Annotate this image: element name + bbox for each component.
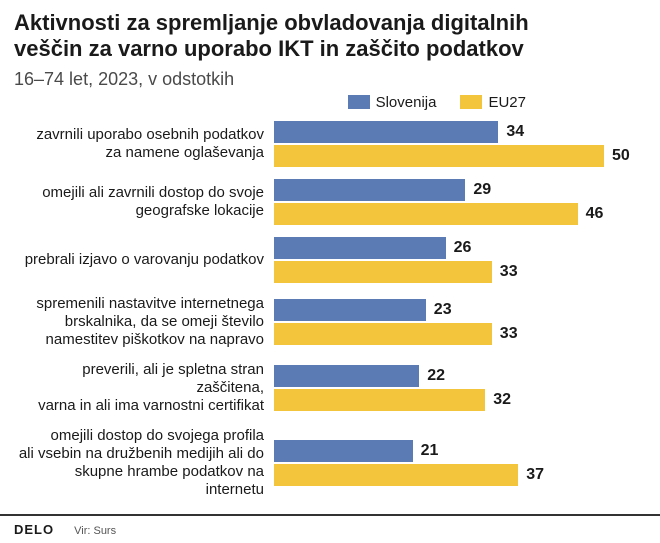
legend-label-slovenija: Slovenija xyxy=(376,94,437,111)
bar-value-eu27: 33 xyxy=(500,325,518,343)
chart-container: Aktivnosti za spremljanje obvladovanja d… xyxy=(0,0,660,499)
legend-swatch-slovenija xyxy=(348,95,370,109)
bar-value-eu27: 32 xyxy=(493,391,511,409)
bar-slovenija xyxy=(274,299,426,321)
chart-row: zavrnili uporabo osebnih podatkovza name… xyxy=(14,121,646,167)
legend-label-eu27: EU27 xyxy=(488,94,526,111)
bar-eu27 xyxy=(274,145,604,167)
bar-value-slovenija: 29 xyxy=(473,181,491,199)
bar-group: 26 33 xyxy=(274,237,646,283)
bar-value-slovenija: 22 xyxy=(427,367,445,385)
bar-value-eu27: 46 xyxy=(586,205,604,223)
bar-slovenija xyxy=(274,121,498,143)
bar-group: 22 32 xyxy=(274,365,646,411)
row-label: zavrnili uporabo osebnih podatkovza name… xyxy=(14,126,274,162)
bar-value-slovenija: 34 xyxy=(506,123,524,141)
row-label: omejili dostop do svojega profilaali vse… xyxy=(14,427,274,499)
row-label: prebrali izjavo o varovanju podatkov xyxy=(14,251,274,269)
bar-group: 29 46 xyxy=(274,179,646,225)
chart-row: spremenili nastavitve internetnegabrskal… xyxy=(14,295,646,349)
bar-eu27 xyxy=(274,323,492,345)
bar-group: 21 37 xyxy=(274,440,646,486)
legend-swatch-eu27 xyxy=(460,95,482,109)
bar-wrap-slovenija: 22 xyxy=(274,365,646,387)
row-label: omejili ali zavrnili dostop do svojegeog… xyxy=(14,184,274,220)
bar-wrap-eu27: 32 xyxy=(274,389,646,411)
bar-slovenija xyxy=(274,237,446,259)
bar-wrap-slovenija: 21 xyxy=(274,440,646,462)
bar-wrap-slovenija: 34 xyxy=(274,121,646,143)
bar-slovenija xyxy=(274,440,413,462)
bar-eu27 xyxy=(274,261,492,283)
bar-value-slovenija: 21 xyxy=(421,442,439,460)
bar-slovenija xyxy=(274,365,419,387)
bar-group: 23 33 xyxy=(274,299,646,345)
bar-wrap-eu27: 33 xyxy=(274,323,646,345)
chart-subtitle: 16–74 let, 2023, v odstotkih xyxy=(14,69,646,90)
bar-wrap-slovenija: 26 xyxy=(274,237,646,259)
row-label: spremenili nastavitve internetnegabrskal… xyxy=(14,295,274,349)
bar-group: 34 50 xyxy=(274,121,646,167)
legend: Slovenija EU27 xyxy=(14,94,646,111)
bar-eu27 xyxy=(274,389,485,411)
bar-value-slovenija: 26 xyxy=(454,239,472,257)
bar-eu27 xyxy=(274,464,518,486)
footer: DELO Vir: Surs xyxy=(0,514,660,543)
bar-value-eu27: 33 xyxy=(500,263,518,281)
bar-wrap-eu27: 33 xyxy=(274,261,646,283)
title-line1: Aktivnosti za spremljanje obvladovanja d… xyxy=(14,10,529,35)
bar-wrap-eu27: 46 xyxy=(274,203,646,225)
bar-chart: zavrnili uporabo osebnih podatkovza name… xyxy=(14,121,646,499)
chart-title: Aktivnosti za spremljanje obvladovanja d… xyxy=(14,10,646,63)
bar-value-eu27: 50 xyxy=(612,147,630,165)
chart-row: omejili ali zavrnili dostop do svojegeog… xyxy=(14,179,646,225)
legend-item-eu27: EU27 xyxy=(460,94,526,111)
bar-wrap-eu27: 37 xyxy=(274,464,646,486)
row-label: preverili, ali je spletna stran zaščiten… xyxy=(14,361,274,415)
bar-value-eu27: 37 xyxy=(526,466,544,484)
chart-row: preverili, ali je spletna stran zaščiten… xyxy=(14,361,646,415)
chart-row: omejili dostop do svojega profilaali vse… xyxy=(14,427,646,499)
bar-eu27 xyxy=(274,203,578,225)
bar-slovenija xyxy=(274,179,465,201)
bar-wrap-eu27: 50 xyxy=(274,145,646,167)
bar-wrap-slovenija: 23 xyxy=(274,299,646,321)
brand-label: DELO xyxy=(14,522,54,537)
legend-item-slovenija: Slovenija xyxy=(348,94,437,111)
bar-value-slovenija: 23 xyxy=(434,301,452,319)
bar-wrap-slovenija: 29 xyxy=(274,179,646,201)
chart-row: prebrali izjavo o varovanju podatkov 26 33 xyxy=(14,237,646,283)
source-label: Vir: Surs xyxy=(74,525,116,537)
title-line2: veščin za varno uporabo IKT in zaščito p… xyxy=(14,36,524,61)
